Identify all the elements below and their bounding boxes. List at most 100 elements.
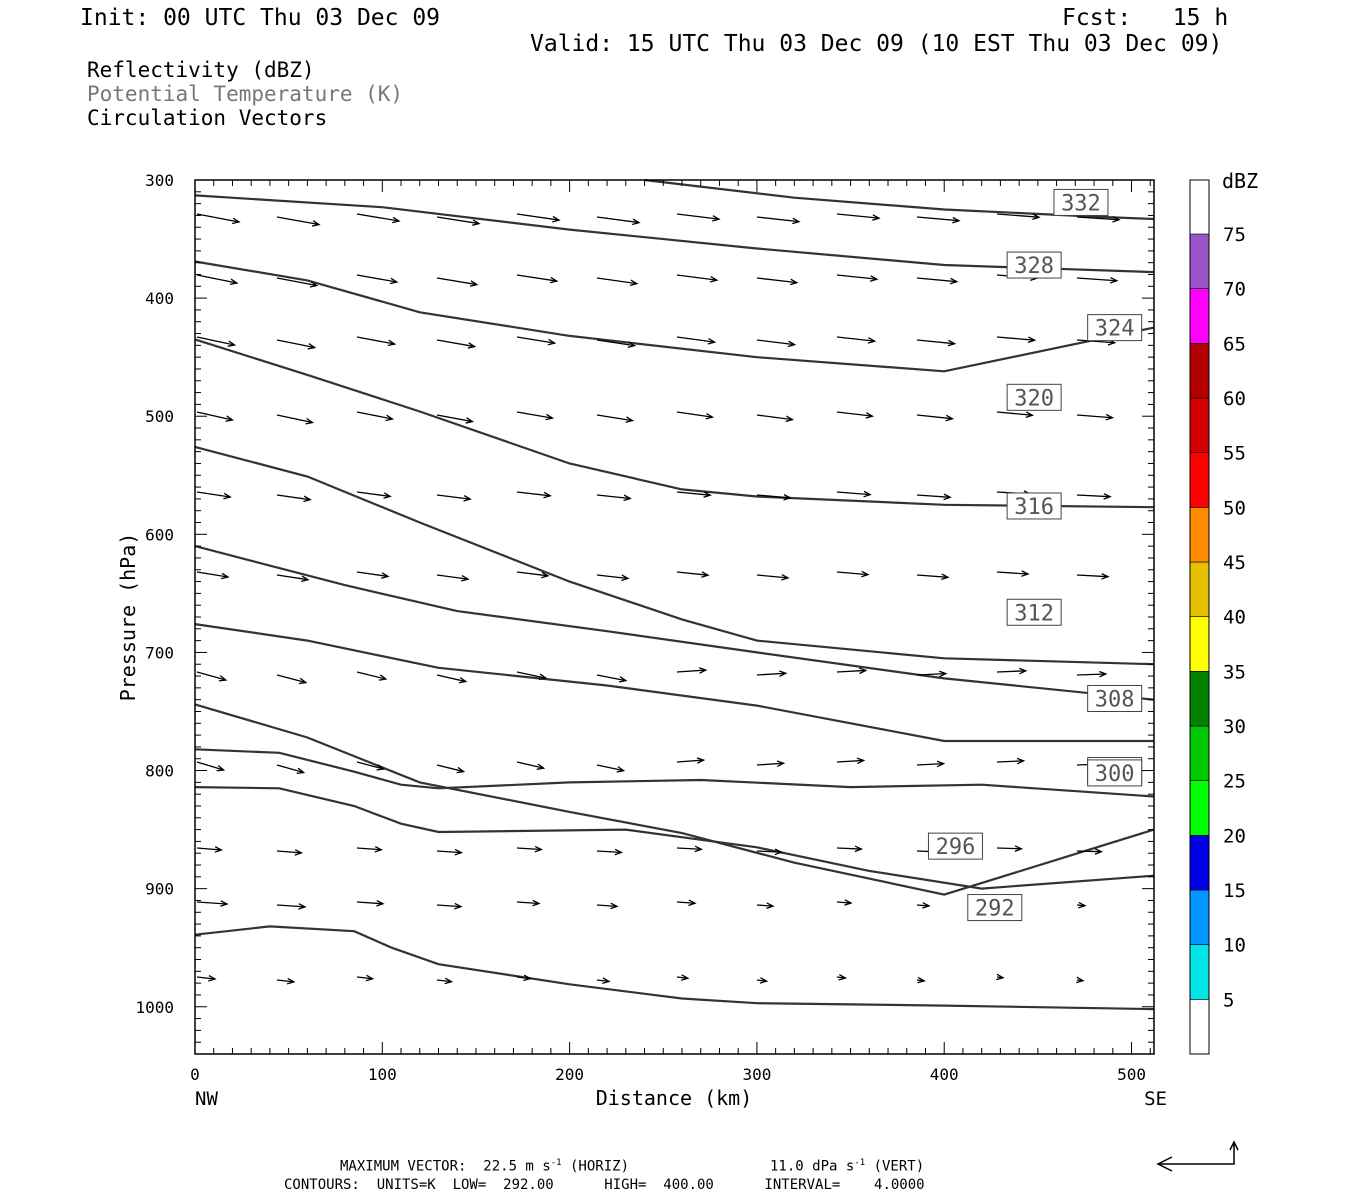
vector-arrow bbox=[516, 847, 542, 851]
vector-arrow bbox=[676, 976, 688, 979]
vector-arrow bbox=[916, 574, 949, 578]
vector-arrowhead bbox=[869, 275, 879, 282]
vector-arrow bbox=[516, 671, 546, 679]
vector-arrow bbox=[596, 674, 626, 682]
isentrope-labels: 332328324320316312308304300296292 bbox=[927, 188, 1143, 922]
vector-arrowhead bbox=[792, 217, 801, 225]
isentrope-320 bbox=[194, 338, 1155, 509]
vector-arrow bbox=[356, 274, 397, 283]
colorbar-segment bbox=[1189, 233, 1210, 289]
vector-arrowhead bbox=[602, 977, 611, 984]
colorbar-segment bbox=[1189, 889, 1210, 945]
vector-arrowhead bbox=[1025, 411, 1035, 418]
vector-arrow bbox=[996, 213, 1040, 218]
isentrope-label-324: 324 bbox=[1095, 317, 1135, 342]
vector-arrow bbox=[516, 491, 551, 497]
vector-arrowhead bbox=[1105, 413, 1115, 421]
vector-arrow bbox=[836, 901, 852, 904]
colorbar-label: 75 bbox=[1223, 224, 1246, 246]
vector-arrowhead bbox=[778, 670, 788, 677]
vector-arrow bbox=[436, 414, 473, 423]
vector-arrowhead bbox=[787, 340, 797, 348]
vector-arrowhead bbox=[456, 766, 466, 774]
vector-arrow bbox=[676, 847, 702, 850]
vector-arrow bbox=[676, 669, 706, 673]
vector-arrowhead bbox=[703, 491, 712, 498]
vector-arrowhead bbox=[947, 339, 957, 347]
vector-arrow bbox=[196, 274, 237, 284]
vector-arrow bbox=[276, 216, 320, 226]
vector-arrowhead bbox=[303, 495, 312, 503]
vector-arrow bbox=[756, 762, 784, 766]
vector-arrowhead bbox=[552, 215, 561, 223]
vector-arrow bbox=[276, 494, 311, 501]
vector-arrow bbox=[1076, 574, 1109, 578]
isentrope-label-320: 320 bbox=[1014, 386, 1054, 411]
vector-arrow bbox=[196, 761, 224, 771]
vector-arrowhead bbox=[705, 412, 715, 420]
vector-arrowhead bbox=[454, 902, 463, 910]
vector-arrowhead bbox=[680, 974, 690, 981]
vector-arrowhead bbox=[472, 219, 481, 226]
y-tick-label: 1000 bbox=[135, 998, 174, 1017]
colorbar-segment bbox=[1189, 780, 1210, 836]
y-tick-label: 900 bbox=[145, 880, 174, 899]
vector-arrow bbox=[276, 904, 306, 908]
isentrope-label-296: 296 bbox=[936, 835, 976, 860]
vector-arrowhead bbox=[1101, 573, 1110, 580]
vector-arrowhead bbox=[1109, 276, 1119, 284]
colorbar-segment bbox=[1189, 561, 1210, 617]
isentrope-label-box-320 bbox=[1006, 383, 1062, 411]
colorbar-label: 65 bbox=[1223, 333, 1246, 355]
isentrope-316 bbox=[194, 445, 1155, 666]
vector-arrowhead bbox=[1094, 848, 1104, 855]
vector-arrowhead bbox=[707, 337, 717, 345]
vector-arrowhead bbox=[625, 416, 635, 423]
vector-arrow bbox=[756, 414, 793, 421]
colorbar-segment bbox=[1189, 835, 1210, 891]
vector-arrow bbox=[276, 850, 302, 854]
vector-arrowhead bbox=[1027, 336, 1037, 343]
colorbar-label: 30 bbox=[1223, 716, 1246, 738]
vector-arrowhead bbox=[387, 339, 397, 347]
vector-arrow bbox=[676, 759, 704, 763]
vector-arrowhead bbox=[444, 977, 454, 985]
vector-arrowhead bbox=[1103, 493, 1112, 500]
vector-arrowhead bbox=[309, 281, 319, 288]
vector-arrow bbox=[516, 901, 540, 905]
vector-arrow bbox=[356, 671, 386, 680]
vector-arrow bbox=[196, 213, 240, 223]
isentrope-308 bbox=[194, 623, 1154, 743]
vector-arrowhead bbox=[861, 570, 870, 578]
y-tick-label: 400 bbox=[145, 289, 174, 308]
vector-arrow bbox=[196, 411, 233, 421]
colorbar-segment bbox=[1189, 944, 1210, 1000]
vector-arrow bbox=[836, 274, 877, 280]
vector-arrow bbox=[356, 976, 373, 980]
x-tick-label: 500 bbox=[1117, 1065, 1146, 1084]
isentrope-label-308: 308 bbox=[1095, 687, 1135, 712]
vector-arrow bbox=[1076, 673, 1106, 676]
vector-arrowhead bbox=[534, 845, 544, 853]
vector-arrow bbox=[596, 904, 618, 908]
valid-time: Valid: 15 UTC Thu 03 Dec 09 (10 EST Thu … bbox=[530, 31, 1223, 57]
axes-frame: 0 100 200 300 400 500 300 400 500 600 700 800 900 100… bbox=[116, 171, 1239, 1172]
vector-arrow bbox=[996, 670, 1026, 673]
vector-arrowhead bbox=[949, 277, 959, 285]
vector-arrowhead bbox=[536, 763, 546, 770]
isentrope-300 bbox=[194, 748, 1155, 798]
y-axis-label: Pressure (hPa) bbox=[116, 533, 140, 702]
vector-arrow bbox=[276, 674, 306, 684]
vector-arrow bbox=[276, 277, 317, 287]
vector-arrow bbox=[436, 850, 462, 854]
vector-arrowhead bbox=[376, 900, 385, 907]
colorbar-label: 60 bbox=[1223, 388, 1246, 410]
colorbar-label: 45 bbox=[1223, 552, 1246, 574]
x-tick-label: 200 bbox=[555, 1065, 584, 1084]
colorbar-segment bbox=[1189, 671, 1210, 727]
vector-arrow bbox=[676, 213, 720, 220]
isentrope-label-332: 332 bbox=[1061, 191, 1101, 216]
vector-arrowhead bbox=[461, 574, 470, 582]
vector-arrowhead bbox=[227, 340, 237, 347]
vector-arrowhead bbox=[863, 490, 872, 498]
